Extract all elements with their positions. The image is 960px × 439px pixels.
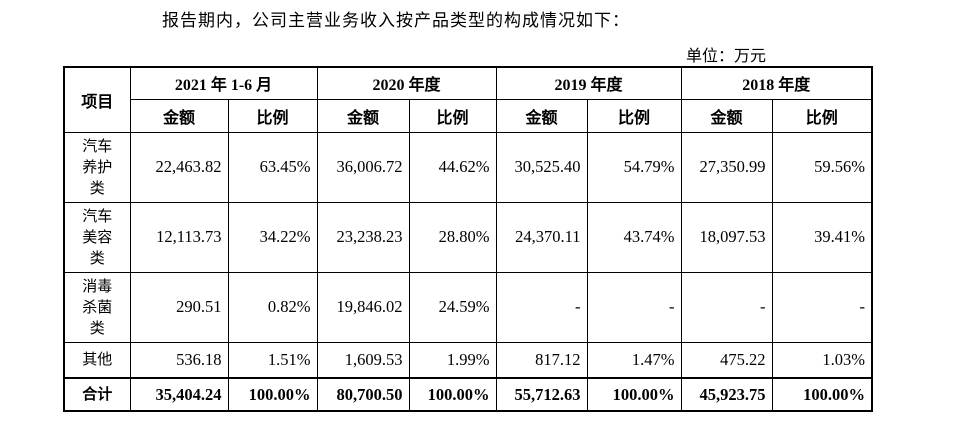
- revenue-table: 项目 2021 年 1-6 月 2020 年度 2019 年度 2018 年度 …: [63, 66, 874, 412]
- ratio-cell: 1.99%: [408, 341, 497, 379]
- amount-cell: 19,846.02: [316, 271, 410, 343]
- ratio-cell: 0.82%: [227, 271, 318, 343]
- amount-cell: 12,113.73: [129, 201, 229, 273]
- total-amount-cell: 45,923.75: [680, 377, 773, 412]
- row-label-line: 养护: [82, 157, 113, 176]
- ratio-cell: 1.47%: [586, 341, 682, 379]
- amount-cell: 817.12: [495, 341, 588, 379]
- ratio-cell: 59.56%: [771, 131, 873, 203]
- total-ratio-cell: 100.00%: [227, 377, 318, 412]
- ratio-cell: 43.74%: [586, 201, 682, 273]
- total-label: 合计: [63, 377, 131, 412]
- intro-text: 报告期内，公司主营业务收入按产品类型的构成情况如下：: [162, 11, 630, 31]
- ratio-cell: 39.41%: [771, 201, 873, 273]
- total-row: 合计 35,404.24 100.00% 80,700.50 100.00% 5…: [63, 377, 873, 412]
- amount-cell: 475.22: [680, 341, 773, 379]
- row-label: 其他: [63, 341, 131, 379]
- amount-cell: 18,097.53: [680, 201, 773, 273]
- row-label: 消毒 杀菌 类: [63, 271, 131, 343]
- amount-cell: -: [495, 271, 588, 343]
- amount-cell: 30,525.40: [495, 131, 588, 203]
- amount-cell: 27,350.99: [680, 131, 773, 203]
- amount-header: 金额: [316, 98, 410, 133]
- item-header: 项目: [63, 66, 131, 133]
- header-row-periods: 项目 2021 年 1-6 月 2020 年度 2019 年度 2018 年度: [63, 66, 873, 133]
- amount-cell: 24,370.11: [495, 201, 588, 273]
- amount-cell: 22,463.82: [129, 131, 229, 203]
- amount-header: 金额: [495, 98, 588, 133]
- table-row: 消毒 杀菌 类 290.51 0.82% 19,846.02 24.59% - …: [63, 271, 873, 343]
- period-header: 2020 年度: [316, 66, 497, 100]
- total-ratio-cell: 100.00%: [586, 377, 682, 412]
- header-row-metrics: 金额 比例 金额 比例 金额 比例 金额 比例: [64, 98, 873, 133]
- ratio-cell: 63.45%: [227, 131, 318, 203]
- row-label-line: 消毒: [82, 276, 113, 295]
- ratio-header: 比例: [771, 98, 873, 133]
- ratio-cell: 1.51%: [227, 341, 318, 379]
- amount-cell: 36,006.72: [316, 131, 410, 203]
- period-header: 2021 年 1-6 月: [129, 66, 318, 100]
- amount-cell: -: [680, 271, 773, 343]
- ratio-header: 比例: [586, 98, 682, 133]
- row-label-line: 汽车: [82, 206, 113, 225]
- amount-cell: 1,609.53: [316, 341, 410, 379]
- row-label-line: 类: [89, 178, 105, 197]
- table-row: 汽车 养护 类 22,463.82 63.45% 36,006.72 44.62…: [63, 131, 873, 203]
- row-label-line: 类: [89, 248, 105, 267]
- ratio-cell: 28.80%: [408, 201, 497, 273]
- total-amount-cell: 55,712.63: [495, 377, 588, 412]
- period-header: 2019 年度: [495, 66, 682, 100]
- ratio-cell: 24.59%: [408, 271, 497, 343]
- period-header: 2018 年度: [680, 66, 873, 100]
- unit-label: 单位：万元: [686, 46, 767, 65]
- table-row: 汽车 美容 类 12,113.73 34.22% 23,238.23 28.80…: [63, 201, 873, 273]
- amount-cell: 23,238.23: [316, 201, 410, 273]
- ratio-cell: -: [771, 271, 873, 343]
- amount-cell: 536.18: [129, 341, 229, 379]
- total-amount-cell: 80,700.50: [316, 377, 410, 412]
- ratio-cell: -: [586, 271, 682, 343]
- row-label: 汽车 美容 类: [63, 201, 131, 273]
- ratio-cell: 54.79%: [586, 131, 682, 203]
- row-label-line: 类: [89, 318, 105, 337]
- amount-cell: 290.51: [129, 271, 229, 343]
- table-row: 其他 536.18 1.51% 1,609.53 1.99% 817.12 1.…: [63, 341, 873, 379]
- total-ratio-cell: 100.00%: [771, 377, 873, 412]
- ratio-cell: 1.03%: [771, 341, 873, 379]
- ratio-cell: 34.22%: [227, 201, 318, 273]
- ratio-cell: 44.62%: [408, 131, 497, 203]
- amount-header: 金额: [129, 98, 229, 133]
- total-ratio-cell: 100.00%: [408, 377, 497, 412]
- total-amount-cell: 35,404.24: [129, 377, 229, 412]
- row-label-line: 汽车: [82, 136, 113, 155]
- row-label-line: 杀菌: [82, 297, 113, 316]
- amount-header: 金额: [680, 98, 773, 133]
- ratio-header: 比例: [408, 98, 497, 133]
- ratio-header: 比例: [227, 98, 318, 133]
- row-label: 汽车 养护 类: [63, 131, 131, 203]
- row-label-line: 美容: [82, 227, 113, 246]
